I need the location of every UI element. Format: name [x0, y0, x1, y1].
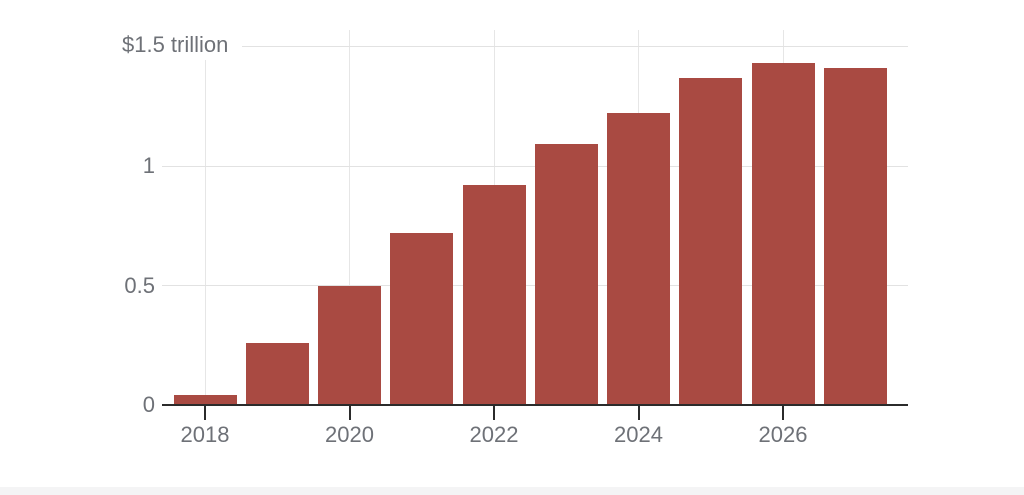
y-axis-label: 1: [142, 153, 155, 178]
x-axis-tick: [348, 406, 351, 420]
vertical-gridline: [204, 30, 206, 405]
y-axis-label: 0: [142, 392, 155, 417]
x-axis-label: 2024: [614, 422, 663, 447]
bar-2021: [390, 232, 454, 405]
bar-2025: [679, 77, 743, 405]
bar-2022: [462, 185, 526, 405]
x-axis-label: 2020: [325, 422, 374, 447]
horizontal-gridline: [162, 46, 908, 47]
x-axis-tick: [637, 406, 640, 420]
x-axis-tick: [782, 406, 784, 420]
x-axis-label: 2018: [180, 422, 230, 447]
x-axis-line: [162, 404, 908, 406]
bar-2024: [607, 113, 670, 405]
bottom-edge-strip: [0, 487, 1024, 495]
x-axis-label: 2022: [469, 422, 519, 447]
y-axis-top-label: $1.5 trillion: [118, 30, 243, 60]
bar-2019: [245, 342, 309, 405]
bar-2023: [534, 144, 598, 405]
bar-2018: [173, 395, 237, 405]
y-axis-label: 0.5: [124, 272, 155, 298]
bar-2020: [318, 285, 381, 405]
x-axis-tick: [493, 406, 495, 420]
x-axis-label: 2026: [758, 422, 808, 447]
x-axis-tick: [204, 406, 206, 420]
vertical-gridline: [349, 30, 350, 405]
bar-2027: [823, 68, 887, 405]
bar-2026: [751, 63, 815, 405]
